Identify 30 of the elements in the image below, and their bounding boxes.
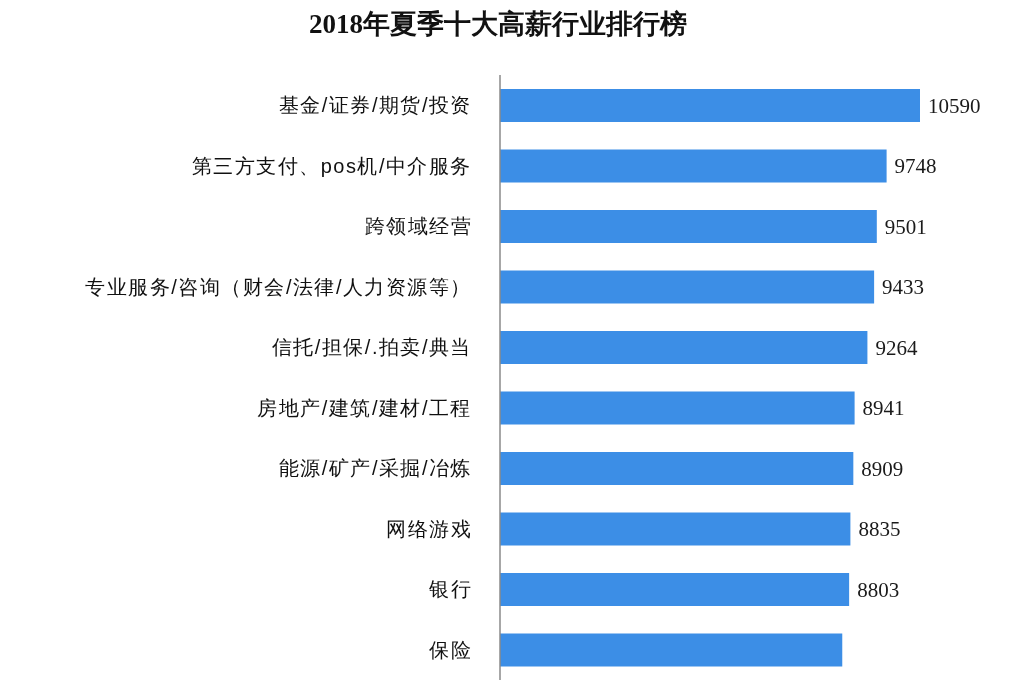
chart-title: 2018年夏季十大高薪行业排行榜	[308, 8, 688, 41]
y-tick-label: 银行	[428, 578, 472, 601]
data-label: 8941	[862, 396, 905, 421]
data-label: 8835	[858, 517, 901, 542]
y-tick-label: 专业服务/咨询（财会/法律/人力资源等）	[85, 275, 472, 298]
bar	[500, 149, 887, 183]
bar	[500, 451, 854, 485]
bar	[500, 572, 850, 606]
y-tick-label: 跨领域经营	[364, 215, 472, 238]
bar	[500, 391, 855, 425]
data-label: 10590	[928, 93, 981, 118]
y-tick-label: 能源/矿产/采掘/冶炼	[278, 457, 472, 480]
data-label: 8909	[861, 456, 904, 481]
data-label: 9748	[894, 154, 937, 179]
bar	[500, 270, 875, 304]
y-tick-label: 保险	[429, 638, 472, 661]
y-tick-label: 基金/证券/期货/投资	[278, 94, 472, 117]
data-label: 9433	[882, 275, 925, 300]
y-tick-label: 网络游戏	[386, 517, 472, 540]
data-label: 8803	[857, 577, 900, 602]
data-label: 9264	[875, 335, 918, 360]
bar	[500, 512, 851, 546]
y-tick-label: 房地产/建筑/建材/工程	[257, 396, 472, 419]
y-tick-label: 第三方支付、pos机/中介服务	[191, 154, 472, 177]
y-tick-label: 信托/担保/.拍卖/典当	[271, 336, 472, 359]
bar	[500, 88, 920, 122]
bar	[500, 330, 868, 364]
data-label: 9501	[884, 214, 927, 239]
bar	[500, 209, 877, 243]
bar	[500, 633, 843, 667]
